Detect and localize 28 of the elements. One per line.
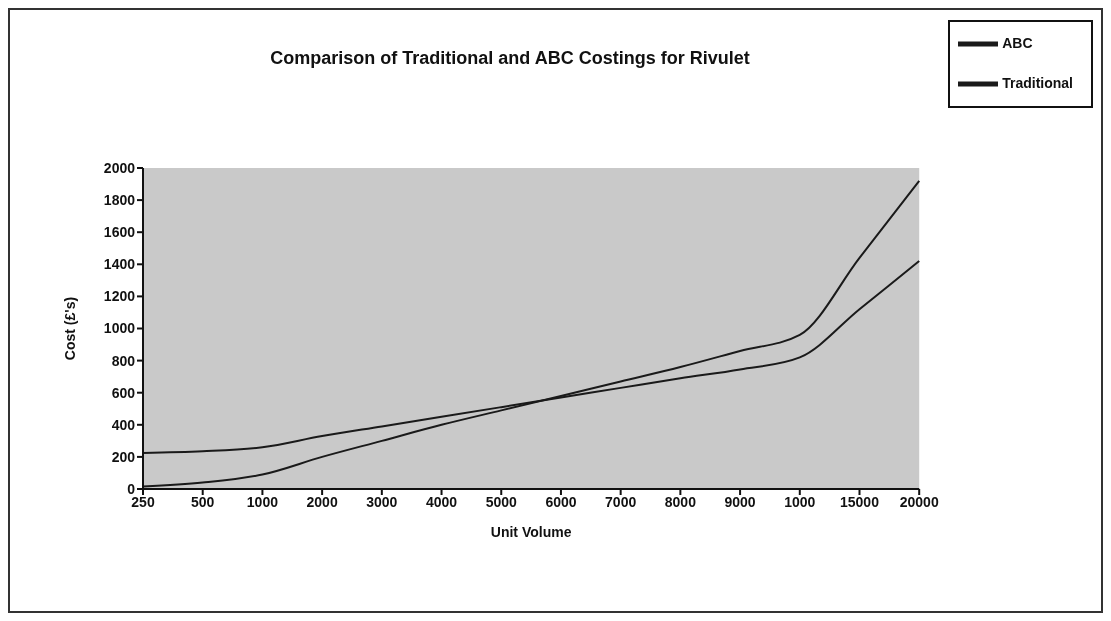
- x-tick-label: 15000: [840, 493, 880, 510]
- x-tick-label: 4000: [425, 493, 458, 510]
- x-tick-label: 5000: [485, 493, 518, 510]
- y-tick-label: 2000: [103, 159, 136, 176]
- x-tick-label: 500: [191, 493, 215, 510]
- x-tick-label: 3000: [366, 493, 398, 510]
- y-tick-label: 1200: [103, 288, 136, 305]
- y-tick-label: 400: [111, 416, 136, 433]
- x-tick-label: 8000: [664, 493, 697, 510]
- y-tick-label: 1600: [103, 224, 136, 241]
- x-tick-label: 20000: [899, 493, 939, 510]
- x-axis-title: Unit Volume: [490, 524, 572, 540]
- y-tick-label: 600: [111, 384, 136, 401]
- x-tick-label: 9000: [724, 493, 756, 510]
- y-tick-label: 200: [111, 448, 136, 465]
- y-axis-title: Cost (£'s): [61, 296, 78, 361]
- y-tick-label: 1000: [103, 320, 136, 337]
- x-tick-label: 6000: [545, 493, 577, 510]
- x-tick-label: 7000: [605, 493, 637, 510]
- y-tick-label: 1400: [103, 256, 136, 273]
- legend-label: ABC: [1002, 34, 1033, 51]
- y-tick-label: 1800: [103, 192, 136, 209]
- y-tick-label: 800: [111, 352, 136, 369]
- x-tick-label: 2000: [306, 493, 338, 510]
- x-tick-label: 1000: [246, 493, 279, 510]
- legend-label: Traditional: [1002, 74, 1073, 91]
- x-tick-label: 1000: [784, 493, 816, 510]
- chart-title: Comparison of Traditional and ABC Costings for Rivulet: [270, 48, 750, 68]
